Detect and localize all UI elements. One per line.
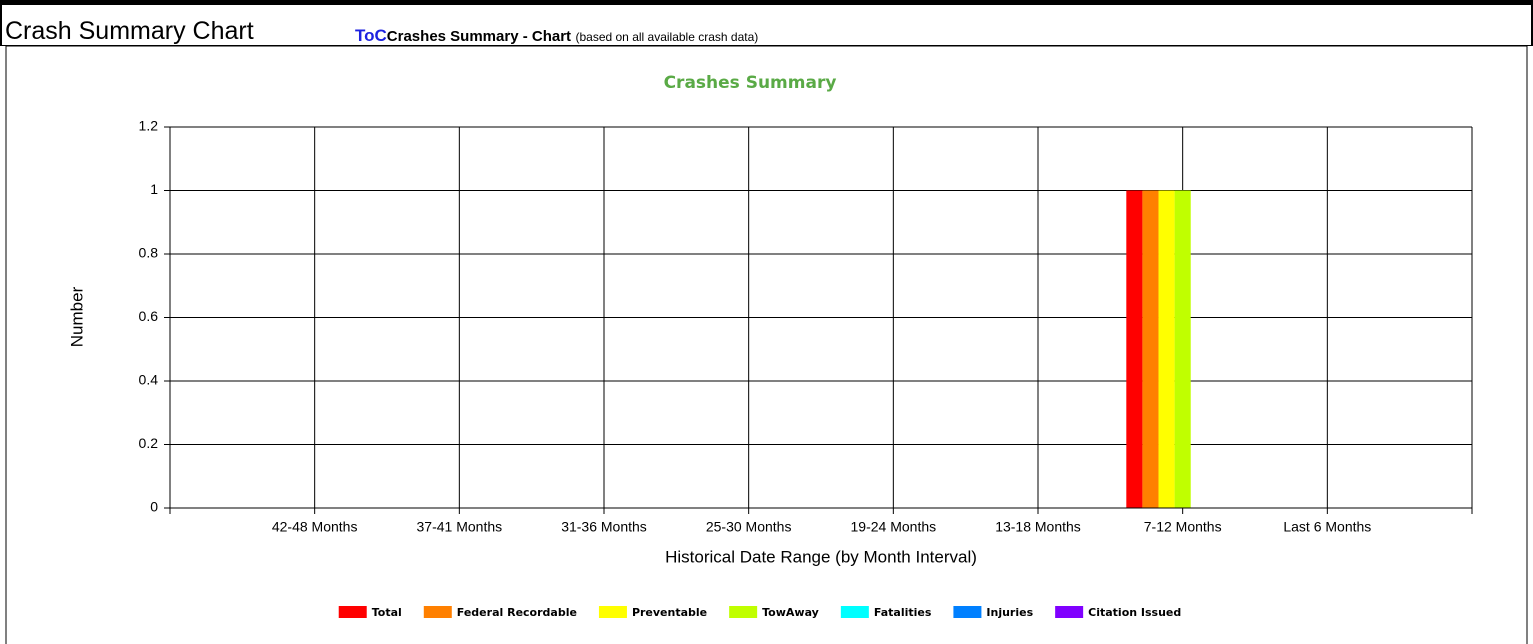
legend-label: Federal Recordable xyxy=(457,606,577,619)
bar xyxy=(1142,190,1159,508)
legend-swatch xyxy=(598,606,627,618)
legend-label: TowAway xyxy=(762,606,819,619)
legend-swatch xyxy=(729,606,758,618)
bar xyxy=(1126,190,1143,508)
chart: Crashes Summary Historical Date Range (b… xyxy=(5,46,1528,644)
header-right: ToCCrashes Summary - Chart (based on all… xyxy=(355,26,758,46)
chart-frame xyxy=(5,46,1528,644)
legend-label: Injuries xyxy=(986,606,1033,619)
legend-label: Citation Issued xyxy=(1088,606,1181,619)
legend-swatch xyxy=(1055,606,1084,618)
x-axis-title: Historical Date Range (by Month Interval… xyxy=(665,547,977,566)
y-tick-label: 0.2 xyxy=(139,435,159,451)
legend-label: Fatalities xyxy=(874,606,932,619)
y-tick-label: 0.4 xyxy=(139,372,159,388)
x-tick-label: 13-18 Months xyxy=(995,519,1081,535)
y-axis-title: Number xyxy=(67,286,86,347)
x-tick-label: 19-24 Months xyxy=(851,519,937,535)
subtitle: Crashes Summary - Chart xyxy=(386,28,572,45)
x-tick-label: 25-30 Months xyxy=(706,519,792,535)
x-tick-label: 42-48 Months xyxy=(272,519,358,535)
y-tick-label: 0 xyxy=(150,499,158,515)
chart-title: Crashes Summary xyxy=(664,73,837,93)
legend-swatch xyxy=(953,606,982,618)
x-tick-label: Last 6 Months xyxy=(1283,519,1371,535)
note: (based on all available crash data) xyxy=(575,30,759,44)
bar xyxy=(1158,190,1175,508)
legend-swatch xyxy=(423,606,452,618)
toc-link[interactable]: ToC xyxy=(355,26,387,45)
y-tick-label: 1 xyxy=(150,181,158,197)
bar xyxy=(1174,190,1191,508)
y-tick-label: 0.8 xyxy=(139,245,159,261)
x-tick-label: 31-36 Months xyxy=(561,519,647,535)
header: Crash Summary Chart ToCCrashes Summary -… xyxy=(0,0,1533,46)
legend-label: Total xyxy=(372,606,402,619)
legend-swatch xyxy=(338,606,367,618)
legend-label: Preventable xyxy=(632,606,707,619)
x-tick-label: 7-12 Months xyxy=(1144,519,1222,535)
y-tick-label: 0.6 xyxy=(139,308,159,324)
page-title: Crash Summary Chart xyxy=(5,17,254,45)
legend-swatch xyxy=(840,606,869,618)
x-tick-label: 37-41 Months xyxy=(417,519,503,535)
y-tick-label: 1.2 xyxy=(139,118,159,134)
